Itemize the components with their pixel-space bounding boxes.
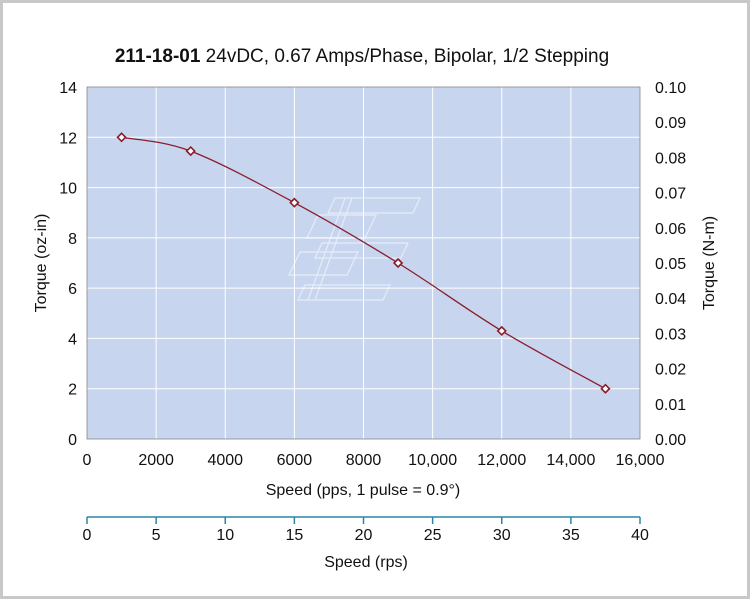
x-tick-label: 8000 — [346, 452, 382, 469]
x-tick-label: 12,000 — [477, 452, 526, 469]
x2-axis-label: Speed (rps) — [324, 554, 408, 571]
y2-tick-label: 0.02 — [655, 362, 686, 379]
logo-watermark-icon — [288, 197, 421, 301]
y2-axis-ticks: 0.00 0.01 0.02 0.03 0.04 0.05 0.06 0.07 0.08 0.09… — [655, 80, 686, 449]
x2-axis-ticks: 0 5 10 15 20 25 30 35 40 — [83, 517, 649, 544]
y2-tick-label: 0.06 — [655, 221, 686, 238]
x2-tick-label: 15 — [285, 527, 303, 544]
x2-tick-label: 35 — [562, 527, 580, 544]
y-axis-label: Torque (oz-in) — [33, 214, 50, 313]
x2-tick-label: 5 — [152, 527, 161, 544]
x-tick-label: 2000 — [138, 452, 174, 469]
x-tick-label: 10,000 — [408, 452, 457, 469]
data-markers — [116, 132, 611, 394]
x-tick-label: 14,000 — [546, 452, 595, 469]
x-tick-label: 4000 — [207, 452, 243, 469]
y-axis-ticks: 0 2 4 6 8 10 12 14 — [59, 80, 77, 449]
data-point-marker — [289, 197, 300, 208]
y-tick-label: 12 — [59, 130, 77, 147]
y2-axis-label: Torque (N-m) — [701, 216, 718, 310]
x-tick-label: 0 — [83, 452, 92, 469]
y-tick-label: 6 — [68, 281, 77, 298]
y-tick-label: 0 — [68, 432, 77, 449]
plot-border-rect — [86, 86, 641, 440]
y2-tick-label: 0.08 — [655, 150, 686, 167]
x2-tick-label: 20 — [355, 527, 373, 544]
y2-tick-label: 0.07 — [655, 186, 686, 203]
y-tick-label: 4 — [68, 331, 77, 348]
x2-tick-label: 30 — [493, 527, 511, 544]
y2-tick-label: 0.04 — [655, 291, 686, 308]
y-tick-label: 2 — [68, 382, 77, 399]
y2-tick-label: 0.09 — [655, 115, 686, 132]
x-tick-label: 16,000 — [616, 452, 665, 469]
y2-tick-label: 0.01 — [655, 397, 686, 414]
y2-tick-label: 0.00 — [655, 432, 686, 449]
y2-tick-label: 0.05 — [655, 256, 686, 273]
y-tick-label: 10 — [59, 181, 77, 198]
chart-title-part-number: 211-18-01 — [115, 46, 201, 67]
plot-border — [86, 86, 641, 440]
y2-tick-label: 0.03 — [655, 326, 686, 343]
data-point-marker — [185, 145, 196, 157]
y-tick-label: 8 — [68, 231, 77, 248]
x-tick-label: 6000 — [277, 452, 313, 469]
x-axis-ticks: 0 2000 4000 6000 8000 10,000 12,000 14,000 16,00… — [83, 452, 665, 469]
y2-tick-label: 0.10 — [655, 80, 686, 97]
x2-tick-label: 0 — [83, 527, 92, 544]
chart-title-description: 24vDC, 0.67 Amps/Phase, Bipolar, 1/2 Ste… — [200, 46, 609, 67]
x2-tick-label: 40 — [631, 527, 649, 544]
x2-tick-label: 25 — [424, 527, 442, 544]
x-axis-label: Speed (pps, 1 pulse = 0.9°) — [266, 482, 461, 499]
data-point-marker — [392, 257, 404, 269]
chart-title: 211-18-01 24vDC, 0.67 Amps/Phase, Bipola… — [115, 46, 609, 67]
y-tick-label: 14 — [59, 80, 77, 97]
data-point-marker — [496, 325, 507, 337]
data-point-marker — [116, 132, 127, 143]
x2-tick-label: 10 — [216, 527, 234, 544]
grid-lines — [87, 87, 640, 439]
data-point-marker — [600, 383, 611, 394]
